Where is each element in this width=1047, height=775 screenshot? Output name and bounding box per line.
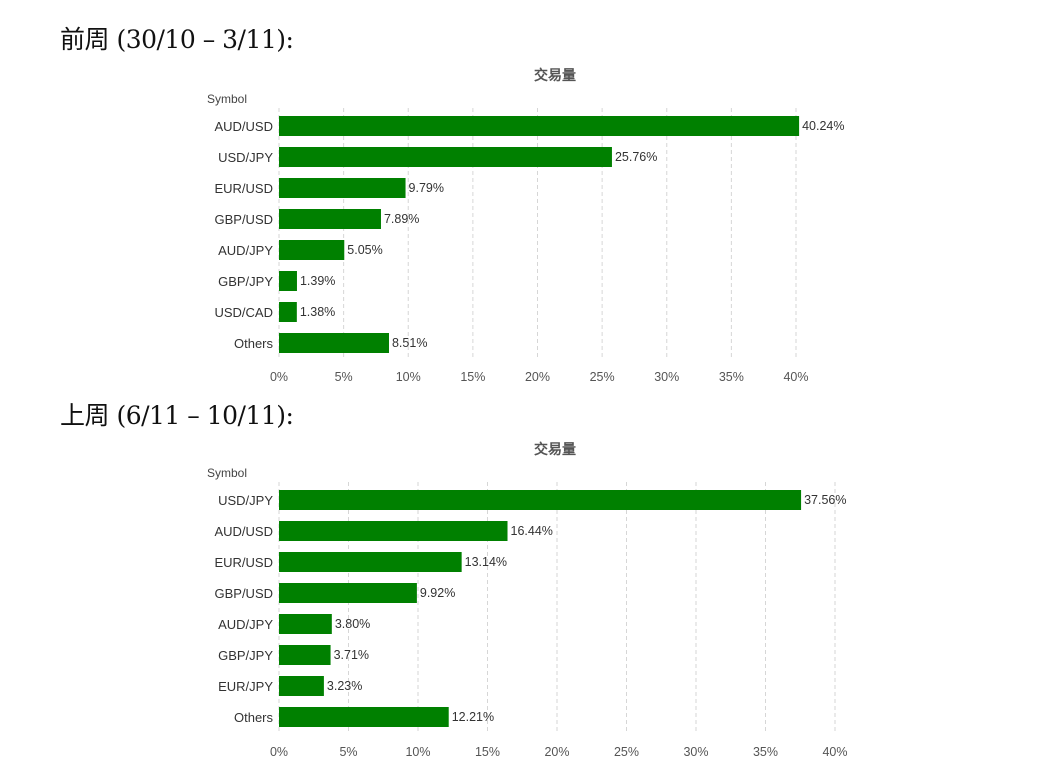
bar	[279, 583, 417, 603]
x-tick-label: 35%	[753, 745, 778, 759]
category-label: Others	[234, 336, 274, 351]
category-label: GBP/USD	[214, 212, 273, 227]
data-label: 9.79%	[409, 181, 444, 195]
data-label: 1.38%	[300, 305, 335, 319]
x-tick-label: 30%	[683, 745, 708, 759]
category-label: USD/JPY	[218, 150, 273, 165]
bar	[279, 676, 324, 696]
category-label: EUR/USD	[214, 555, 273, 570]
category-label: Others	[234, 710, 274, 725]
volume-chart-previous-week: 交易量 Symbol AUD/USD 40.24% USD/JPY 25.76% EUR/U…	[207, 67, 845, 384]
data-label: 5.05%	[347, 243, 382, 257]
bar	[279, 333, 389, 353]
bar	[279, 707, 449, 727]
data-label: 3.23%	[327, 679, 362, 693]
bar	[279, 490, 802, 510]
bar	[279, 521, 508, 541]
bar	[279, 645, 331, 665]
category-label: GBP/JPY	[218, 274, 273, 289]
x-tick-label: 25%	[590, 370, 615, 384]
data-label: 9.92%	[420, 586, 455, 600]
x-tick-label: 15%	[475, 745, 500, 759]
category-label: USD/CAD	[214, 305, 273, 320]
category-label: AUD/JPY	[218, 617, 273, 632]
data-label: 40.24%	[802, 119, 844, 133]
y-axis-title: Symbol	[207, 92, 247, 106]
x-tick-label: 40%	[822, 745, 847, 759]
data-label: 12.21%	[452, 710, 494, 724]
x-tick-label: 5%	[335, 370, 353, 384]
bar	[279, 271, 297, 291]
data-label: 16.44%	[511, 524, 553, 538]
heading-last-week: 上周 (6/11 – 10/11):	[60, 401, 294, 430]
category-label: AUD/USD	[214, 119, 273, 134]
data-label: 7.89%	[384, 212, 419, 226]
x-tick-label: 10%	[396, 370, 421, 384]
category-label: EUR/USD	[214, 181, 273, 196]
bar	[279, 614, 332, 634]
y-axis-title: Symbol	[207, 466, 247, 480]
category-label: GBP/JPY	[218, 648, 273, 663]
x-tick-label: 20%	[544, 745, 569, 759]
x-tick-label: 0%	[270, 370, 288, 384]
data-label: 37.56%	[804, 493, 846, 507]
bar	[279, 116, 800, 136]
bar	[279, 302, 297, 322]
x-tick-label: 5%	[339, 745, 357, 759]
volume-chart-last-week: 交易量 Symbol USD/JPY 37.56% AUD/USD 16.44% EUR/U…	[207, 441, 848, 759]
data-label: 25.76%	[615, 150, 657, 164]
x-tick-label: 10%	[405, 745, 430, 759]
category-label: USD/JPY	[218, 493, 273, 508]
chart-title: 交易量	[534, 441, 576, 457]
category-label: GBP/USD	[214, 586, 273, 601]
bar	[279, 240, 345, 260]
x-tick-label: 0%	[270, 745, 288, 759]
x-tick-label: 15%	[460, 370, 485, 384]
bar	[279, 178, 406, 198]
x-tick-label: 30%	[654, 370, 679, 384]
data-label: 13.14%	[465, 555, 507, 569]
x-tick-label: 25%	[614, 745, 639, 759]
bar	[279, 552, 462, 572]
bar	[279, 209, 381, 229]
bar	[279, 147, 612, 167]
category-label: EUR/JPY	[218, 679, 273, 694]
category-label: AUD/JPY	[218, 243, 273, 258]
data-label: 1.39%	[300, 274, 335, 288]
x-tick-label: 35%	[719, 370, 744, 384]
chart-title: 交易量	[534, 67, 576, 83]
heading-previous-week: 前周 (30/10 – 3/11):	[60, 25, 294, 54]
data-label: 8.51%	[392, 336, 427, 350]
x-tick-label: 20%	[525, 370, 550, 384]
data-label: 3.71%	[334, 648, 369, 662]
data-label: 3.80%	[335, 617, 370, 631]
x-tick-label: 40%	[783, 370, 808, 384]
category-label: AUD/USD	[214, 524, 273, 539]
